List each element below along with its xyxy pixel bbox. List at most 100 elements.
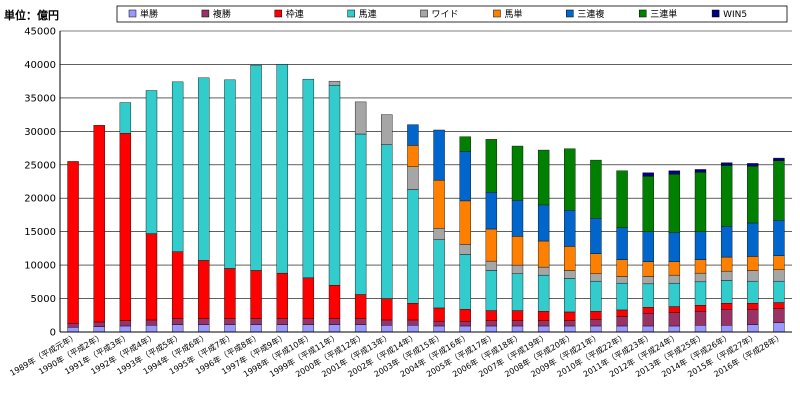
bar-segment-4-14 [407, 189, 419, 304]
bar-segment-4-9 [276, 64, 288, 274]
bar-segment-3-4 [145, 233, 158, 321]
bar-segment-1-1 [67, 327, 79, 333]
bar-segment-6-21 [590, 253, 602, 275]
bar-segment-4-17 [485, 270, 498, 311]
bar-segment-1-25 [694, 325, 707, 333]
bar-segment-2-14 [407, 319, 419, 326]
y-tick-label: 0 [50, 328, 56, 339]
bar-segment-5-16 [459, 244, 471, 255]
bar-segment-4-15 [433, 239, 445, 309]
bar-segment-7-18 [511, 200, 524, 237]
bar-segment-2-28 [773, 308, 785, 323]
bar-segment-4-11 [328, 84, 341, 286]
y-tick-labels: 0 5000 10000 15000 20000 25000 30000 35000 40000… [24, 27, 56, 339]
bar-segment-3-13 [381, 298, 393, 321]
bar-segment-8-17 [485, 139, 498, 193]
bar-segment-4-8 [250, 64, 262, 271]
bar-segment-3-7 [224, 268, 236, 319]
bar-segment-3-26 [720, 303, 733, 310]
bar-segment-2-22 [616, 316, 628, 327]
bar-segment-5-24 [668, 274, 681, 284]
bar-segment-4-24 [668, 282, 681, 307]
bar-segment-2-26 [720, 309, 733, 326]
bar-segment-5-27 [747, 270, 759, 282]
bar-segment-1-26 [720, 325, 733, 333]
bar-segment-2-1 [67, 323, 79, 328]
bar-segment-3-2 [93, 125, 105, 323]
bar-segment-2-27 [747, 309, 759, 325]
y-tick-label: 20000 [24, 194, 56, 205]
bar-segment-1-21 [590, 325, 602, 333]
legend-label: 三連単 [650, 8, 677, 20]
bar-segment-7-19 [537, 204, 550, 242]
bar-segment-1-23 [642, 325, 654, 333]
bar-segment-8-18 [511, 145, 524, 201]
bar-segment-1-15 [433, 325, 445, 333]
bar-segment-3-28 [773, 302, 785, 309]
bar-segment-2-20 [564, 320, 576, 327]
bar-segment-3-22 [616, 309, 628, 317]
bar-segment-5-18 [511, 264, 524, 275]
bar-segment-7-26 [720, 226, 733, 258]
bar-segment-4-22 [616, 282, 628, 311]
bar-segment-5-21 [590, 273, 602, 282]
bar-segment-4-6 [198, 77, 210, 261]
bar-segment-2-15 [433, 321, 445, 327]
bar-segment-4-10 [302, 78, 315, 279]
bar-segment-3-12 [354, 294, 367, 319]
bar-segment-4-27 [747, 280, 759, 304]
bar-segment-2-4 [145, 319, 158, 326]
y-tick-label: 45000 [24, 27, 56, 38]
bar-segment-3-3 [119, 133, 132, 321]
bar-segment-5-19 [537, 266, 550, 276]
bar-segment-1-5 [171, 324, 184, 333]
bar-segment-1-11 [328, 324, 341, 333]
y-tick-label: 10000 [24, 261, 56, 272]
bar-segment-6-14 [407, 145, 419, 167]
legend: 単勝 複勝 枠連 馬連 ワイド 馬単 三連複 三連単 WIN5 [116, 5, 788, 23]
bar-segment-6-16 [459, 200, 471, 245]
bar-segment-5-15 [433, 228, 445, 240]
bar-segment-5-11 [328, 80, 341, 86]
bar-segment-2-17 [485, 320, 498, 327]
bar-segment-2-23 [642, 313, 654, 327]
bar-segment-1-20 [564, 325, 576, 333]
bar-segment-2-8 [250, 318, 262, 325]
bar-segment-7-21 [590, 218, 602, 254]
bar-segment-1-16 [459, 325, 471, 333]
bar-segment-3-9 [276, 272, 288, 319]
bar-segment-7-17 [485, 192, 498, 230]
bar-segment-4-25 [694, 281, 707, 306]
bar-segment-4-23 [642, 283, 654, 308]
bar-segment-8-27 [747, 165, 759, 224]
bar-segment-2-24 [668, 312, 681, 327]
bar-segment-5-26 [720, 270, 733, 281]
bar-segment-8-16 [459, 136, 471, 152]
bar-segment-2-21 [590, 319, 602, 327]
bar-segment-4-21 [590, 280, 602, 312]
bar-segment-9-25 [694, 169, 707, 173]
bar-segment-3-8 [250, 270, 262, 319]
bar-segment-2-16 [459, 321, 471, 327]
bar-segment-7-28 [773, 220, 785, 256]
bar-segment-5-20 [564, 270, 576, 279]
bar-segment-2-19 [537, 320, 550, 327]
bar-segment-6-26 [720, 256, 733, 272]
bar-segment-2-5 [171, 318, 184, 325]
y-tick-label: 15000 [24, 227, 56, 238]
bar-segment-1-18 [511, 325, 524, 333]
bar-segment-2-6 [198, 318, 210, 325]
bar-segment-2-10 [302, 318, 315, 325]
bar-segment-7-25 [694, 231, 707, 260]
axes [59, 31, 792, 333]
legend-swatch [711, 9, 720, 18]
bar-segment-1-7 [224, 324, 236, 333]
bar-segment-4-12 [354, 133, 367, 295]
bar-segment-6-17 [485, 228, 498, 262]
bar-segment-7-23 [642, 231, 654, 262]
y-tick-label: 25000 [24, 160, 56, 171]
bar-segment-3-16 [459, 309, 471, 322]
bar-segment-7-22 [616, 227, 628, 260]
